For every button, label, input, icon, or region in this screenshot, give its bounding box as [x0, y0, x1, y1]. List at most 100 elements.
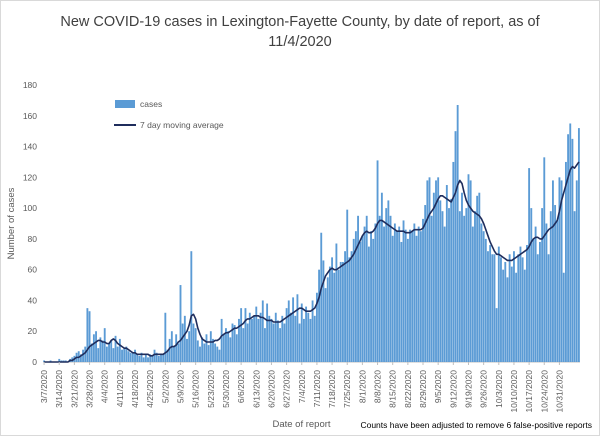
bar [491, 254, 494, 362]
bar [203, 343, 206, 362]
x-tick-label: 6/20/2020 [266, 370, 276, 408]
bar [240, 308, 243, 362]
bar [406, 238, 409, 362]
bar [101, 340, 104, 362]
bar [454, 131, 457, 362]
bar [292, 297, 295, 362]
bar [261, 300, 264, 362]
bar [396, 231, 398, 362]
bar [322, 260, 325, 362]
bar [103, 328, 106, 362]
x-tick-label: 10/17/2020 [524, 370, 534, 413]
bar [380, 192, 383, 362]
bar [164, 312, 167, 362]
bar [255, 306, 258, 362]
bar [220, 318, 223, 362]
y-tick-label: 60 [28, 265, 38, 275]
bar [58, 358, 61, 362]
bar [370, 231, 372, 362]
bar [564, 161, 567, 362]
bar [484, 238, 487, 362]
bar [196, 340, 199, 362]
bar [300, 303, 303, 362]
bar [162, 354, 165, 362]
bar [157, 355, 160, 362]
x-tick-label: 7/11/2020 [312, 370, 322, 407]
bar [318, 269, 321, 362]
bar [530, 208, 533, 362]
y-tick-label: 140 [23, 142, 37, 152]
bar [391, 235, 394, 362]
bar [190, 251, 193, 362]
bar [90, 343, 93, 362]
bar [346, 209, 349, 362]
bar [248, 312, 251, 362]
bar [549, 211, 552, 362]
x-tick-label: 5/9/2020 [175, 370, 185, 403]
bar [478, 192, 481, 362]
bar [385, 208, 388, 362]
bar [430, 215, 433, 362]
bar [296, 294, 299, 362]
chart-title: New COVID-19 cases in Lexington-Fayette … [60, 14, 540, 50]
bar [207, 345, 210, 362]
x-tick-label: 8/8/2020 [373, 370, 383, 403]
y-tick-label: 180 [23, 80, 37, 90]
bar [294, 315, 297, 362]
bar [341, 261, 344, 362]
x-tick-label: 4/4/2020 [100, 370, 110, 403]
bar [186, 338, 188, 362]
bar [142, 357, 145, 362]
bar [105, 346, 108, 362]
bar [177, 343, 180, 362]
x-tick-label: 6/6/2020 [236, 370, 246, 403]
bar [400, 241, 403, 362]
bar [181, 323, 184, 362]
bar [465, 208, 468, 362]
bar [357, 215, 359, 362]
bar [289, 312, 292, 362]
bar [112, 348, 115, 362]
bar [279, 328, 282, 362]
bar [339, 261, 342, 362]
bar [209, 331, 212, 362]
bar [497, 246, 500, 362]
bar [577, 128, 580, 362]
bar [510, 266, 513, 362]
bar [305, 306, 308, 362]
bar [545, 223, 548, 362]
bar [229, 337, 232, 362]
bar [242, 328, 245, 362]
bar [480, 223, 483, 362]
x-tick-label: 7/4/2020 [297, 370, 307, 403]
bar [244, 308, 247, 362]
bar [500, 257, 502, 362]
legend-label-cases: cases [140, 99, 162, 109]
bar [127, 351, 130, 362]
x-tick-label: 9/19/2020 [463, 370, 473, 408]
bar [467, 174, 470, 362]
bar [108, 343, 110, 362]
y-tick-label: 20 [28, 326, 38, 336]
bar [513, 251, 515, 362]
bar [383, 226, 385, 362]
y-tick-label: 40 [28, 295, 38, 305]
bar [541, 208, 544, 362]
bar [552, 180, 554, 362]
bar [222, 334, 225, 362]
y-tick-label: 100 [23, 203, 37, 213]
bar [257, 318, 260, 362]
bar [266, 303, 269, 362]
x-tick-label: 6/27/2020 [282, 370, 292, 408]
bar [469, 180, 472, 362]
bar [166, 349, 169, 362]
bar [435, 180, 437, 362]
x-tick-label: 10/3/2020 [494, 370, 504, 408]
x-tick-label: 5/16/2020 [191, 370, 201, 408]
bar [313, 315, 316, 362]
bar [448, 208, 450, 362]
bar [192, 323, 195, 362]
bar [519, 246, 522, 362]
bar [571, 138, 574, 362]
bar [227, 331, 230, 362]
